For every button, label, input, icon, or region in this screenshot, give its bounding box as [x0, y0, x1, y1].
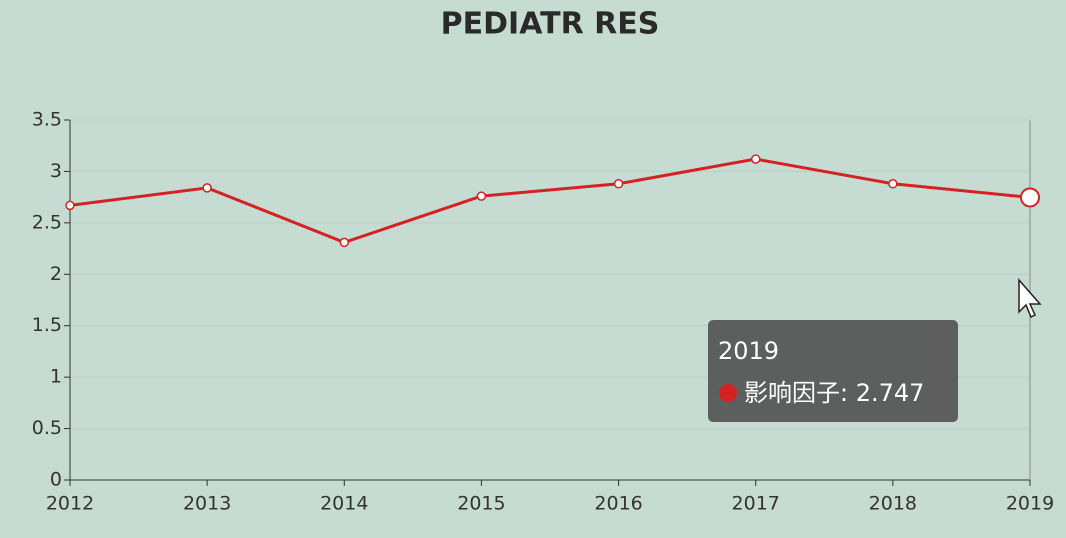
y-tick-label: 1 [50, 366, 62, 388]
tooltip-title: 2019 [718, 337, 779, 365]
tooltip-marker [719, 384, 737, 402]
data-point [613, 179, 624, 189]
tooltip: 2019 影响因子: 2.747 [708, 320, 958, 422]
y-tick-label: 3.5 [32, 109, 62, 131]
y-tick-label: 3 [50, 160, 62, 182]
cursor [1018, 278, 1042, 319]
y-tick-label: 0 [50, 469, 62, 491]
data-point [339, 237, 350, 248]
tooltip-box [708, 320, 958, 422]
x-tick-label: 2014 [320, 493, 368, 515]
x-tick-label: 2017 [732, 493, 780, 515]
x-tick-label: 2019 [1006, 493, 1054, 515]
data-point [750, 154, 761, 164]
x-tick-label: 2018 [869, 493, 917, 515]
data-point [888, 179, 898, 189]
data-point [202, 183, 212, 193]
data-point [1020, 187, 1040, 208]
x-tick-label: 2013 [183, 493, 231, 515]
data-point [476, 191, 487, 201]
line-series [69, 157, 1031, 244]
y-tick-label: 1.5 [32, 314, 62, 336]
x-tick-label: 2016 [594, 493, 642, 515]
x-tick-label: 2015 [457, 493, 505, 515]
tooltip-label: 影响因子: 2.747 [744, 379, 924, 407]
y-tick-label: 0.5 [32, 417, 62, 439]
y-tick-label: 2 [50, 263, 62, 285]
data-point [65, 200, 75, 211]
y-tick-label: 2.5 [32, 211, 62, 233]
chart-title: PEDIATR RES [441, 7, 660, 42]
x-tick-label: 2012 [46, 493, 94, 515]
